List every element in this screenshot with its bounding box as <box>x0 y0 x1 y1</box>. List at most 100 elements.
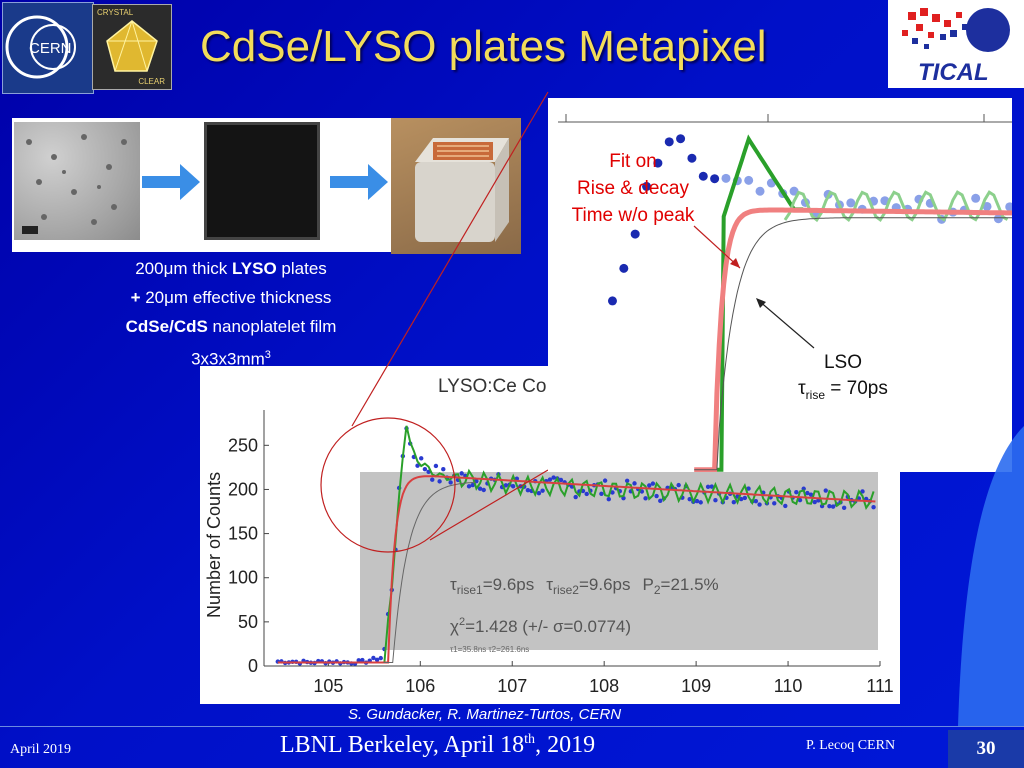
data-point <box>632 481 637 486</box>
cern-logo-icon: CERN <box>5 15 76 79</box>
data-point <box>356 658 361 663</box>
slide-title: CdSe/LYSO plates Metapixel <box>200 22 767 71</box>
y-axis-label: Number of Counts <box>204 472 224 618</box>
data-point <box>371 655 376 661</box>
data-point <box>871 504 876 510</box>
decorative-swoosh <box>958 426 1024 726</box>
inset-data-point <box>619 263 629 273</box>
data-point <box>658 498 663 504</box>
caption-line-1: 200μm thick LYSO plates <box>135 259 327 278</box>
inset-data-point <box>607 296 617 306</box>
data-point <box>687 496 692 502</box>
inset-data-point <box>687 153 697 163</box>
data-point <box>551 475 556 480</box>
inset-data-point <box>676 134 686 144</box>
process-image-strip <box>12 118 392 252</box>
data-point <box>654 493 659 499</box>
data-point <box>731 499 737 505</box>
caption-line-2: + 20μm effective thickness <box>130 288 332 307</box>
x-tick-label: 110 <box>774 676 803 696</box>
data-point <box>437 479 442 484</box>
data-point <box>676 482 681 488</box>
inset-data-point <box>846 198 856 208</box>
inset-data-point <box>755 186 765 196</box>
fit-params-line-2: χ2=1.428 (+/- σ=0.0774) <box>450 616 631 636</box>
inset-data-point <box>664 137 674 147</box>
inset-data-point <box>630 229 640 239</box>
data-point <box>441 466 446 472</box>
footer-center: LBNL Berkeley, April 18th, 2019 <box>280 732 596 758</box>
data-point <box>374 657 380 663</box>
data-point <box>830 504 836 509</box>
crystal-icon <box>106 20 158 72</box>
data-point <box>415 463 420 468</box>
inset-grey-lso-line <box>694 217 1012 471</box>
fit-annotation: Fit on Rise & decay Time w/o peak <box>571 151 695 226</box>
main-chart: LYSO:Ce Co Number of Counts 0 50 100 150 200… <box>200 366 900 704</box>
crystal-logo-bottom-text: CLEAR <box>138 77 165 86</box>
red-fit-line <box>277 475 876 664</box>
data-point <box>602 478 608 483</box>
sample-caption: 200μm thick LYSO plates + 20μm effective… <box>66 254 396 374</box>
tical-logo-text: TICAL <box>918 59 989 86</box>
data-point <box>558 477 564 483</box>
inset-data-point <box>744 175 754 185</box>
x-tick-label: 107 <box>497 676 527 696</box>
inset-data-point <box>1005 202 1015 212</box>
data-point <box>794 489 799 495</box>
data-point <box>823 488 828 493</box>
tical-logo: TICAL <box>888 0 1024 88</box>
data-point <box>599 491 604 497</box>
data-point <box>430 477 435 482</box>
y-tick-label: 150 <box>228 524 258 544</box>
data-point <box>841 505 847 511</box>
inset-green-line <box>712 134 804 472</box>
y-tick-label: 250 <box>228 435 258 455</box>
data-point <box>783 503 788 509</box>
y-tick-label: 200 <box>228 479 258 499</box>
data-point <box>812 499 817 505</box>
data-point <box>827 504 832 509</box>
data-point <box>808 492 814 497</box>
data-point <box>647 483 652 488</box>
film-image <box>204 122 320 240</box>
x-tick-label: 111 <box>866 676 893 696</box>
data-point <box>433 463 439 469</box>
y-tick-label: 100 <box>228 568 258 588</box>
data-point <box>797 497 803 503</box>
lso-arrowhead <box>756 298 766 308</box>
inset-data-point <box>653 158 663 168</box>
x-tick-label: 109 <box>681 676 711 696</box>
data-point <box>742 495 748 501</box>
data-point <box>419 456 424 461</box>
data-point <box>378 655 383 661</box>
footer-author: P. Lecoq CERN <box>806 738 896 753</box>
data-point <box>448 480 453 485</box>
data-point <box>547 477 553 482</box>
inset-data-point <box>721 173 731 183</box>
inset-data-point <box>993 214 1003 224</box>
crystal-clear-logo: CRYSTAL CLEAR <box>92 4 172 90</box>
caption-line-3: CdSe/CdS nanoplatelet film <box>125 317 337 336</box>
data-point <box>584 491 589 497</box>
cern-logo-text: CERN <box>29 40 72 57</box>
data-point <box>422 466 428 472</box>
cern-logo: CERN <box>2 2 94 94</box>
data-point <box>694 498 700 504</box>
data-point <box>481 487 486 493</box>
data-point <box>610 490 615 495</box>
data-point <box>525 488 531 493</box>
data-point <box>772 501 777 506</box>
credit-text: S. Gundacker, R. Martinez-Turtos, CERN <box>348 706 622 723</box>
data-point <box>753 498 759 504</box>
tical-logo-icon: TICAL <box>902 8 1010 86</box>
data-point <box>536 491 542 496</box>
footer-divider <box>0 726 1024 727</box>
data-point <box>643 496 648 501</box>
inset-data-point <box>971 193 981 203</box>
data-point <box>705 484 711 489</box>
data-point <box>459 471 464 476</box>
lyso-cube-image <box>391 118 521 254</box>
data-point <box>698 500 703 505</box>
data-point <box>709 484 714 489</box>
